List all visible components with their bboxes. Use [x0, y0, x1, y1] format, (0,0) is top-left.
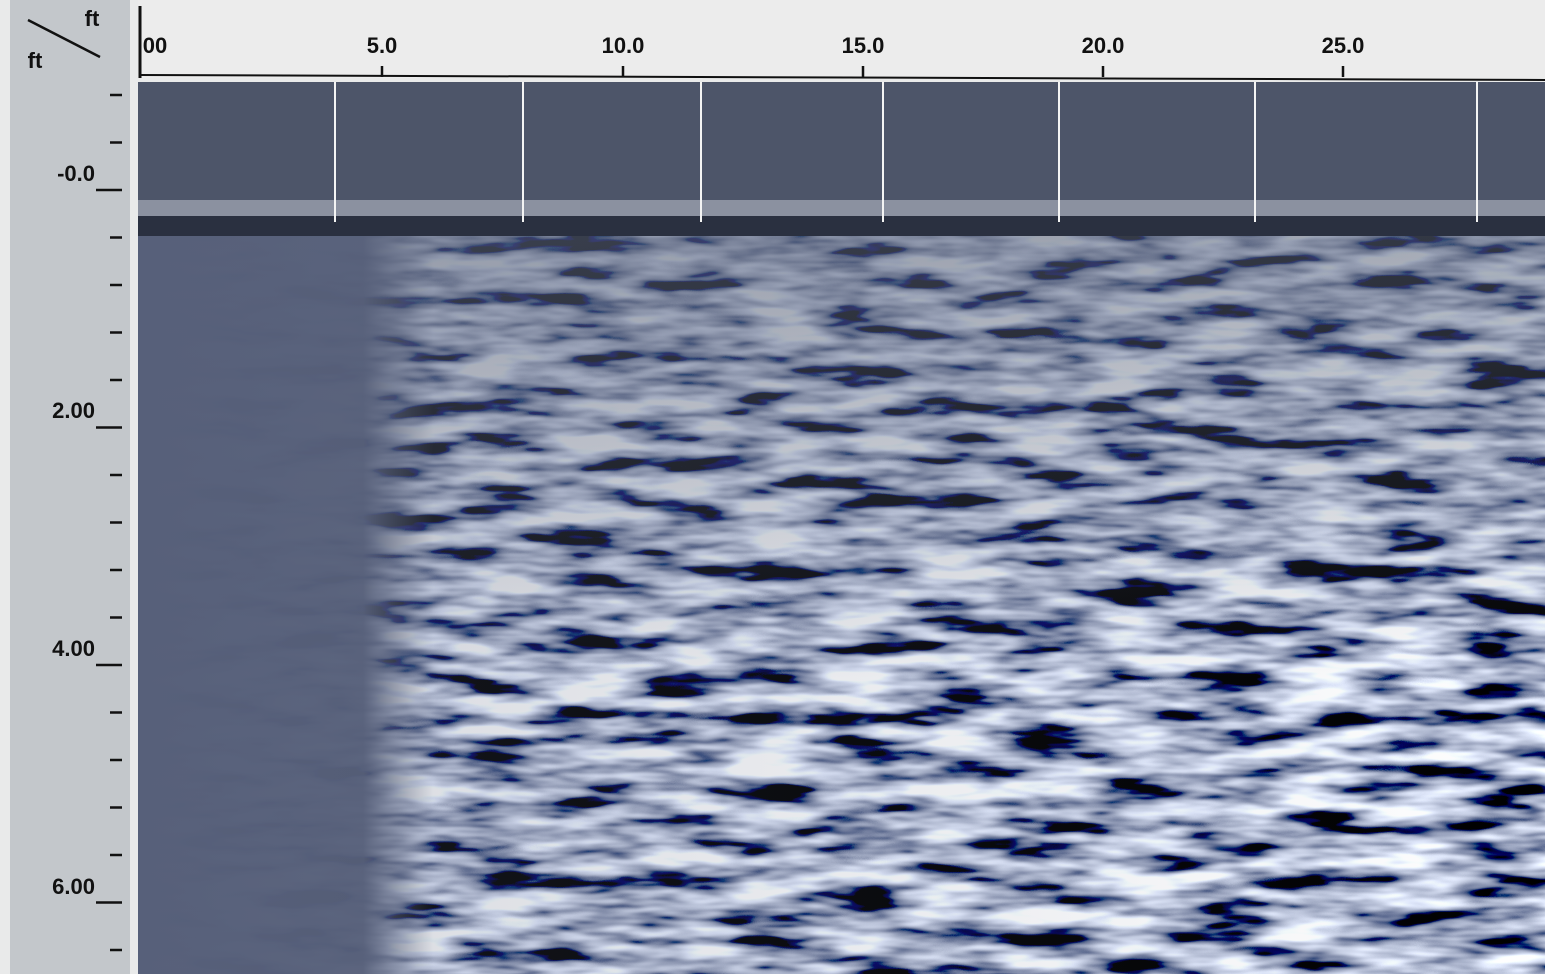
air-band [138, 82, 1545, 202]
x-tick-label: 00 [143, 33, 167, 58]
x-tick-label: 10.0 [602, 33, 645, 58]
surface-shadow [138, 216, 1545, 236]
x-tick-label: 25.0 [1322, 33, 1365, 58]
surface-reflection [138, 200, 1545, 216]
y-tick-label: -0.0 [57, 161, 95, 186]
y-tick-label: 4.00 [52, 636, 95, 661]
x-unit: ft [85, 6, 100, 31]
y-tick-label: 6.00 [52, 874, 95, 899]
x-tick-label: 5.0 [367, 33, 398, 58]
page: ft ft 00 5.0 10.0 15.0 20.0 25.0 -0.0 2.00 4.00 6… [0, 0, 1545, 974]
x-tick-label: 20.0 [1082, 33, 1125, 58]
depth-ruler [10, 0, 130, 974]
x-tick-label: 15.0 [842, 33, 885, 58]
y-unit: ft [28, 48, 43, 73]
radargram-view: ft ft 00 5.0 10.0 15.0 20.0 25.0 -0.0 2.00 4.00 6… [0, 0, 1545, 974]
left-fade [138, 236, 1545, 974]
y-tick-label: 2.00 [52, 398, 95, 423]
